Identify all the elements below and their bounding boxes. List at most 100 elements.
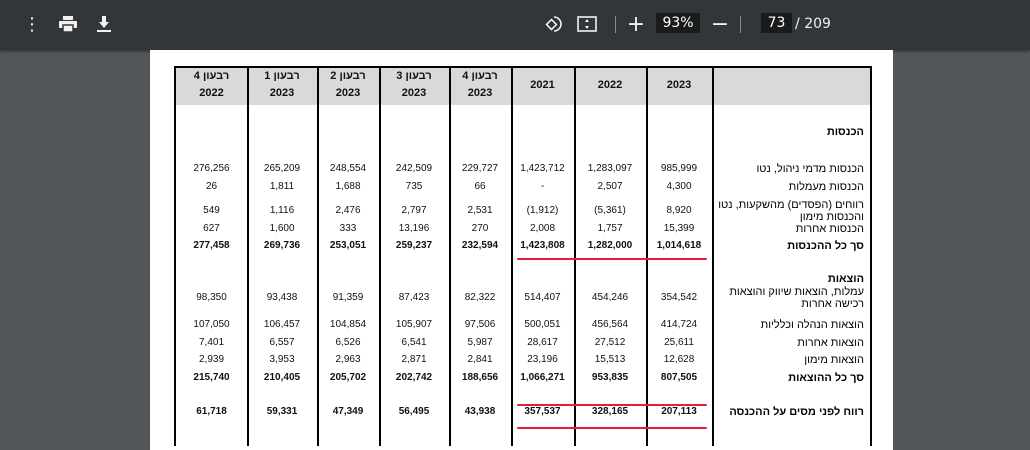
highlight-underline	[517, 258, 707, 260]
table-cell: 93,438	[266, 292, 298, 303]
table-cell: 56,495	[398, 406, 430, 417]
table-cell: 1,811	[269, 181, 295, 192]
table-cell: 15,399	[663, 223, 695, 234]
table-cell: 242,509	[395, 163, 433, 174]
page-total: / 209	[795, 16, 831, 32]
table-cell: 3,953	[269, 354, 295, 365]
column-header-line2: 2021	[530, 79, 555, 91]
row-label: הכנסות מדמי ניהול, נטו	[756, 163, 864, 175]
table-cell: 6,541	[401, 337, 427, 348]
row-label: הוצאות הנהלה וכלליות	[760, 319, 864, 331]
table-cell: 66	[474, 181, 486, 192]
table-cell: 23,196	[527, 354, 558, 365]
table-cell: 59,331	[266, 406, 298, 417]
row-label: עמלות, הוצאות שיווק והוצאות רכישה אחרות	[729, 286, 864, 310]
table-cell: 87,423	[398, 292, 430, 303]
column-header-line2: 2023	[401, 87, 427, 99]
table-cell: 1,423,808	[520, 240, 565, 251]
highlight-underline	[517, 427, 707, 429]
table-cell: 1,757	[597, 223, 623, 234]
row-label: הוצאות אחרות	[797, 337, 864, 349]
table-cell: 12,628	[663, 354, 695, 365]
row-label: הוצאות מימון	[804, 354, 864, 366]
column-divider	[511, 68, 513, 446]
column-header-line1: רבעון 4	[462, 70, 498, 82]
pdf-page: רבעון 4 2022 רבעון 1 2023 רבעון 2 2023 רבעון 3…	[150, 50, 893, 450]
table-cell: 953,835	[591, 372, 629, 383]
print-icon[interactable]	[57, 13, 79, 35]
table-cell: 2,963	[335, 354, 361, 365]
table-cell: 1,688	[335, 181, 361, 192]
table-cell: 549	[203, 205, 220, 216]
table-cell: 735	[405, 181, 423, 192]
table-cell: 188,656	[461, 372, 499, 383]
fit-page-icon[interactable]	[576, 13, 598, 35]
table-cell: 1,014,618	[656, 240, 702, 251]
table-cell: 2,531	[467, 205, 493, 216]
table-cell: 454,246	[591, 292, 629, 303]
table-cell: 107,050	[193, 319, 230, 330]
table-cell: 333	[339, 223, 357, 234]
table-cell: 514,407	[524, 292, 561, 303]
column-divider	[317, 68, 319, 446]
table-cell: 2,797	[401, 205, 427, 216]
table-cell: 28,617	[527, 337, 558, 348]
row-label: רווח לפני מסים על ההכנסה	[729, 406, 864, 418]
table-cell: 25,611	[664, 337, 694, 348]
more-vert-icon[interactable]: ⋮	[23, 13, 41, 35]
column-divider	[449, 68, 451, 446]
table-cell: 27,512	[594, 337, 626, 348]
table-cell: 207,113	[661, 406, 697, 417]
row-label: סך כל ההכנסות	[787, 240, 864, 252]
zoom-level-input[interactable]: 93%	[656, 13, 700, 33]
table-cell: 265,209	[263, 163, 301, 174]
table-cell: 1,066,271	[520, 372, 565, 383]
table-cell: 354,542	[660, 292, 698, 303]
table-cell: 2,841	[467, 354, 493, 365]
table-cell: 26	[205, 181, 218, 192]
column-header-line1: רבעון 3	[396, 70, 432, 82]
table-cell: 270	[471, 223, 489, 234]
download-icon[interactable]	[93, 13, 115, 35]
table-cell: 4,300	[666, 181, 692, 192]
table-cell: 259,237	[395, 240, 433, 251]
table-cell: 91,359	[332, 292, 364, 303]
zoom-out-button[interactable]: −	[710, 11, 730, 37]
column-header-line2: 2022	[597, 79, 623, 91]
table-cell: 985,999	[660, 163, 698, 174]
table-cell: 2,939	[198, 354, 225, 365]
table-cell: 2,871	[401, 354, 427, 365]
row-label: רווחים (הפסדים) מהשקעות, נטו והכנסות מימ…	[718, 199, 864, 223]
financial-table: רבעון 4 2022 רבעון 1 2023 רבעון 2 2023 רבעון 3…	[174, 66, 872, 446]
table-cell: (5,361)	[594, 205, 626, 216]
table-cell: 2,507	[597, 181, 623, 192]
table-cell: (1,912)	[526, 205, 559, 216]
table-cell: 357,537	[524, 406, 561, 417]
table-cell: 43,938	[464, 406, 496, 417]
table-cell: 232,594	[461, 240, 499, 251]
table-cell: 500,051	[524, 319, 561, 330]
table-cell: 106,457	[263, 319, 301, 330]
rotate-icon[interactable]	[544, 13, 566, 35]
column-header-line2: 2023	[666, 79, 692, 91]
row-label: הוצאות	[827, 273, 864, 285]
column-header-line2: 2023	[269, 87, 295, 99]
table-cell: 253,051	[329, 240, 367, 251]
table-cell: -	[540, 181, 545, 192]
table-cell: 1,116	[269, 205, 295, 216]
table-cell: 104,854	[329, 319, 367, 330]
column-header-line1: רבעון 2	[330, 70, 366, 82]
table-cell: 1,423,712	[520, 163, 565, 174]
zoom-in-button[interactable]: +	[626, 11, 646, 37]
column-header-line2: 2023	[335, 87, 361, 99]
table-cell: 205,702	[329, 372, 367, 383]
column-header-line2: 2022	[199, 87, 224, 99]
page-number-input[interactable]: 73	[761, 13, 792, 33]
column-divider	[574, 68, 576, 446]
column-divider	[379, 68, 381, 446]
table-header-band	[176, 68, 870, 105]
table-cell: 328,165	[591, 406, 629, 417]
row-label: סך כל ההוצאות	[788, 372, 864, 384]
table-cell: 97,506	[464, 319, 496, 330]
column-divider	[646, 68, 648, 446]
